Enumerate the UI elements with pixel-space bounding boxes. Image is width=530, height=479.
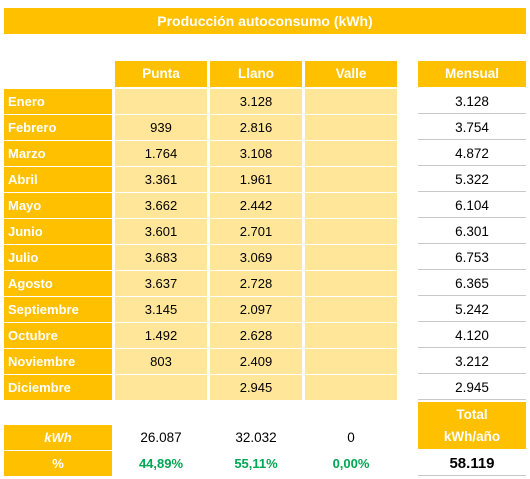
valle-cell [305,193,397,218]
mensual-cell: 5.322 [418,167,526,192]
llano-cell: 2.945 [210,375,302,400]
month-label: Noviembre [4,349,112,374]
mensual-cell: 3.128 [418,89,526,114]
llano-cell: 2.097 [210,297,302,322]
llano-cell: 3.128 [210,89,302,114]
total-label: Total [456,407,488,422]
header-valle: Valle [305,61,397,87]
percent-punta: 44,89% [138,456,184,471]
llano-cell: 2.628 [210,323,302,348]
header-mensual: Mensual [418,61,526,87]
punta-cell: 803 [115,349,207,374]
valle-cell [305,375,397,400]
punta-cell: 1.492 [115,323,207,348]
llano-cell: 2.816 [210,115,302,140]
mensual-cell: 3.754 [418,115,526,140]
month-label: Diciembre [4,375,112,400]
valle-cell [305,349,397,374]
punta-cell: 1.764 [115,141,207,166]
mensual-cell: 3.212 [418,349,526,374]
annual-total-header: Total kWh/año [418,402,526,449]
llano-cell: 2.442 [210,193,302,218]
valle-cell [305,323,397,348]
percent-row-label: % [4,451,112,476]
month-label: Abril [4,167,112,192]
llano-cell: 2.728 [210,271,302,296]
valle-cell [305,245,397,270]
punta-cell: 3.145 [115,297,207,322]
mensual-cell: 4.120 [418,323,526,348]
punta-cell [115,89,207,114]
month-label: Julio [4,245,112,270]
month-label: Junio [4,219,112,244]
llano-cell: 2.701 [210,219,302,244]
percent-llano: 55,11% [234,456,278,471]
llano-cell: 2.409 [210,349,302,374]
table-title: Producción autoconsumo (kWh) [4,8,526,34]
month-label: Enero [4,89,112,114]
mensual-cell: 5.242 [418,297,526,322]
punta-cell: 3.637 [115,271,207,296]
mensual-cell: 6.301 [418,219,526,244]
punta-cell: 3.662 [115,193,207,218]
llano-cell: 3.108 [210,141,302,166]
percent-valle: 0,00% [332,456,370,471]
punta-cell: 939 [115,115,207,140]
valle-cell [305,141,397,166]
month-label: Marzo [4,141,112,166]
punta-cell: 3.683 [115,245,207,270]
mensual-cell: 6.365 [418,271,526,296]
kwh-row-label: kWh [4,425,112,450]
valle-cell [305,115,397,140]
header-punta: Punta [115,61,207,87]
total-unit-label: kWh/año [443,429,501,444]
annual-total-value: 58.119 [418,451,526,476]
header-llano: Llano [210,61,302,87]
llano-cell: 1.961 [210,167,302,192]
valle-cell [305,271,397,296]
valle-cell [305,219,397,244]
mensual-cell: 2.945 [418,375,526,400]
punta-cell [115,375,207,400]
valle-cell [305,167,397,192]
month-label: Septiembre [4,297,112,322]
month-label: Febrero [4,115,112,140]
valle-cell [305,89,397,114]
month-label: Agosto [4,271,112,296]
punta-cell: 3.601 [115,219,207,244]
month-label: Mayo [4,193,112,218]
mensual-cell: 6.753 [418,245,526,270]
total-punta: 26.087 [140,430,182,445]
mensual-cell: 6.104 [418,193,526,218]
month-label: Octubre [4,323,112,348]
llano-cell: 3.069 [210,245,302,270]
valle-cell [305,297,397,322]
total-valle: 0 [347,430,355,445]
total-llano: 32.032 [235,430,277,445]
punta-cell: 3.361 [115,167,207,192]
mensual-cell: 4.872 [418,141,526,166]
